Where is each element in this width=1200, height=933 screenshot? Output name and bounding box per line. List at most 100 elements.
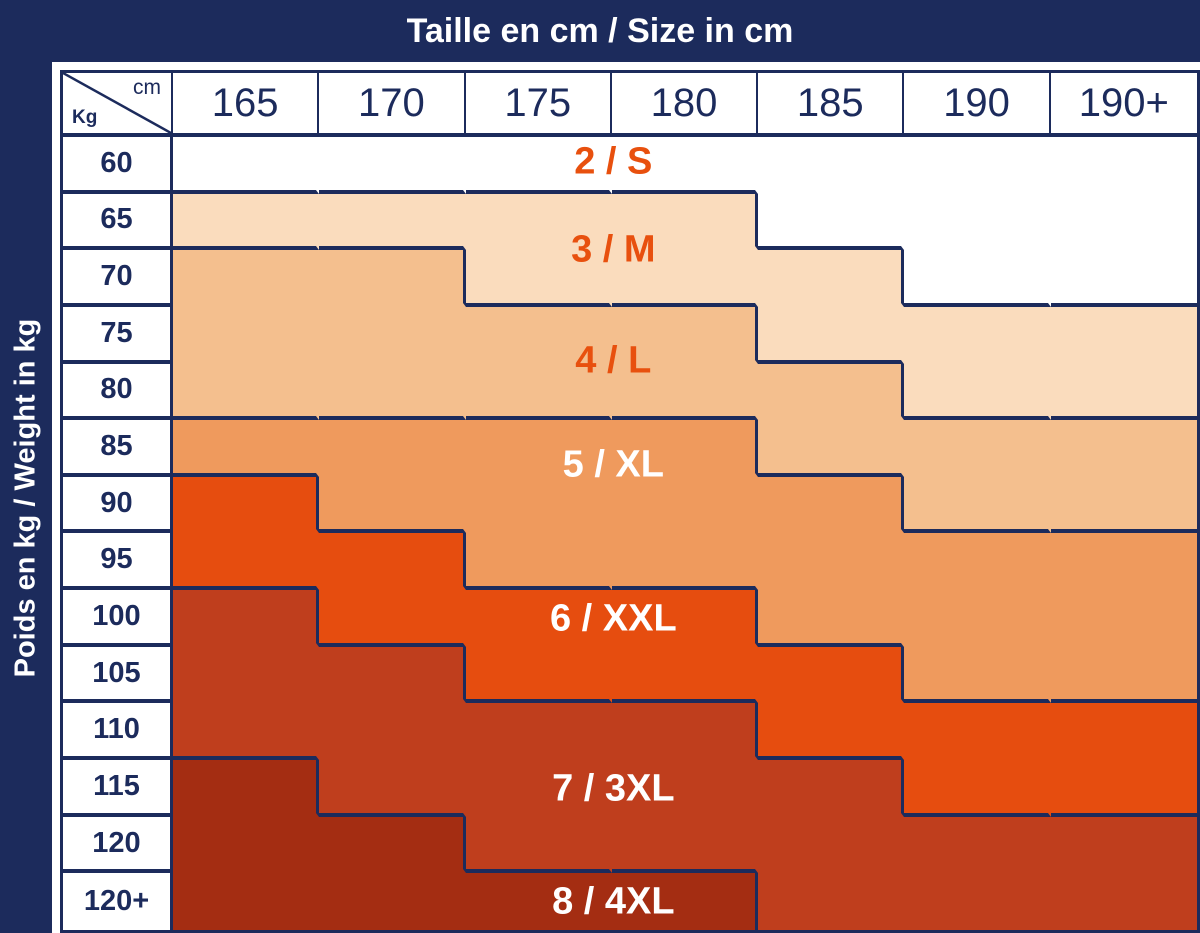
grid-cell-180-75 <box>611 306 759 364</box>
corner-cell: cm Kg <box>63 73 173 137</box>
grid-cell-175-120+ <box>465 873 612 930</box>
grid-cell-190+-75 <box>1050 306 1197 364</box>
grid-cell-175-80 <box>465 363 612 421</box>
col-header-180: 180 <box>611 73 759 137</box>
grid-cell-175-90 <box>465 476 612 534</box>
row-header-85: 85 <box>63 420 173 477</box>
grid-cell-190-115 <box>904 760 1051 817</box>
grid-cell-190+-100 <box>1050 590 1197 647</box>
grid-cell-180-105 <box>611 646 759 704</box>
grid-cell-180-80 <box>611 363 759 421</box>
grid-cell-185-90 <box>758 476 905 534</box>
grid-cell-190+-120+ <box>1050 873 1197 930</box>
grid-cell-180-60 <box>611 137 759 194</box>
grid-cell-190-60 <box>904 137 1051 194</box>
row-header-65: 65 <box>63 193 173 251</box>
grid-cell-190+-120 <box>1050 816 1197 874</box>
grid-cell-190-95 <box>904 533 1051 591</box>
grid-cell-165-90 <box>173 476 320 534</box>
grid-cell-185-70 <box>758 250 905 307</box>
row-header-90: 90 <box>63 476 173 534</box>
grid-cell-185-115 <box>758 760 905 817</box>
grid-cell-185-105 <box>758 646 905 704</box>
grid-cell-185-120+ <box>758 873 905 930</box>
row-header-60: 60 <box>63 137 173 194</box>
grid-cell-175-95 <box>465 533 612 591</box>
grid-cell-190+-115 <box>1050 760 1197 817</box>
grid-cell-175-85 <box>465 420 612 477</box>
grid-cell-185-80 <box>758 363 905 421</box>
grid-cell-165-65 <box>173 193 320 251</box>
corner-unit-kg: Kg <box>72 107 98 128</box>
grid-cell-170-75 <box>319 306 466 364</box>
row-header-105: 105 <box>63 646 173 704</box>
grid-cell-165-120+ <box>173 873 320 930</box>
col-header-165: 165 <box>173 73 320 137</box>
row-header-120: 120 <box>63 816 173 874</box>
col-header-185: 185 <box>758 73 905 137</box>
grid-cell-170-115 <box>319 760 466 817</box>
grid-cell-190-120+ <box>904 873 1051 930</box>
grid-cell-165-95 <box>173 533 320 591</box>
grid-cell-190-110 <box>904 703 1051 761</box>
grid-cell-170-105 <box>319 646 466 704</box>
grid-cell-175-75 <box>465 306 612 364</box>
grid-cell-190-105 <box>904 646 1051 704</box>
grid-cell-170-85 <box>319 420 466 477</box>
grid-cell-180-90 <box>611 476 759 534</box>
grid-cell-190-80 <box>904 363 1051 421</box>
grid-cell-190-90 <box>904 476 1051 534</box>
grid-cell-175-100 <box>465 590 612 647</box>
grid-cell-185-100 <box>758 590 905 647</box>
grid-cell-180-100 <box>611 590 759 647</box>
grid-cell-190+-60 <box>1050 137 1197 194</box>
left-axis-title: Poids en kg / Weight in kg <box>9 318 42 677</box>
grid-cell-165-60 <box>173 137 320 194</box>
grid-cell-190+-65 <box>1050 193 1197 251</box>
grid-cell-180-85 <box>611 420 759 477</box>
col-header-190+: 190+ <box>1050 73 1197 137</box>
grid-cell-190-100 <box>904 590 1051 647</box>
grid-cell-190-120 <box>904 816 1051 874</box>
grid-cell-170-90 <box>319 476 466 534</box>
grid-cell-165-110 <box>173 703 320 761</box>
grid-cell-190-70 <box>904 250 1051 307</box>
grid-cell-165-85 <box>173 420 320 477</box>
grid-cell-180-95 <box>611 533 759 591</box>
grid-cell-190+-110 <box>1050 703 1197 761</box>
col-header-190: 190 <box>904 73 1051 137</box>
grid-cell-185-110 <box>758 703 905 761</box>
grid-cell-190+-90 <box>1050 476 1197 534</box>
grid-cell-185-65 <box>758 193 905 251</box>
grid-cell-175-120 <box>465 816 612 874</box>
grid-cell-175-65 <box>465 193 612 251</box>
grid-cell-165-70 <box>173 250 320 307</box>
grid-cell-185-75 <box>758 306 905 364</box>
grid-cell-185-95 <box>758 533 905 591</box>
grid-cell-165-115 <box>173 760 320 817</box>
grid-cell-180-120+ <box>611 873 759 930</box>
row-header-120+: 120+ <box>63 873 173 930</box>
row-header-75: 75 <box>63 306 173 364</box>
grid-cell-180-115 <box>611 760 759 817</box>
grid-cell-170-60 <box>319 137 466 194</box>
grid-cell-165-120 <box>173 816 320 874</box>
corner-unit-cm: cm <box>133 76 161 99</box>
grid-cell-175-60 <box>465 137 612 194</box>
col-header-175: 175 <box>465 73 612 137</box>
grid-cell-175-70 <box>465 250 612 307</box>
grid-cell-190+-70 <box>1050 250 1197 307</box>
grid-cell-170-80 <box>319 363 466 421</box>
grid-cell-165-75 <box>173 306 320 364</box>
grid-cell-175-110 <box>465 703 612 761</box>
grid-cell-180-70 <box>611 250 759 307</box>
grid-cell-190-85 <box>904 420 1051 477</box>
grid-cell-165-100 <box>173 590 320 647</box>
grid-cell-165-105 <box>173 646 320 704</box>
top-axis-title: Taille en cm / Size in cm <box>406 11 794 50</box>
grid-cell-180-120 <box>611 816 759 874</box>
grid-cell-190+-95 <box>1050 533 1197 591</box>
grid-cell-190+-105 <box>1050 646 1197 704</box>
